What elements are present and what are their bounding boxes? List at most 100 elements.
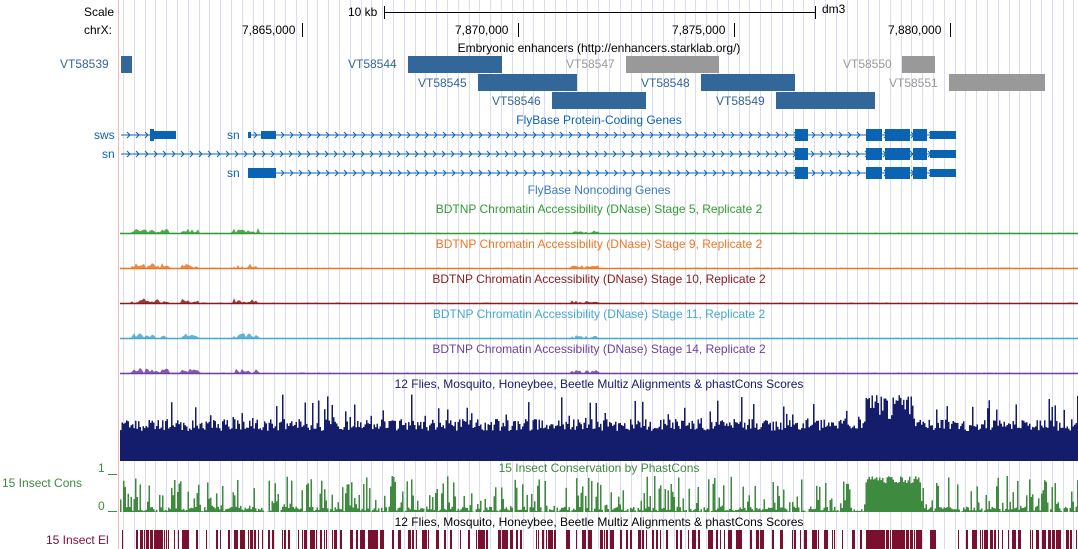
enhancer-label[interactable]: VT58550 xyxy=(843,57,892,71)
strand-arrow xyxy=(783,150,788,158)
exon-block xyxy=(150,129,154,141)
dnase-signal[interactable] xyxy=(120,214,1078,235)
phastcons-bar xyxy=(547,511,549,512)
element-bar xyxy=(326,530,327,549)
dnase-signal[interactable] xyxy=(120,319,1078,340)
gene-models[interactable] xyxy=(0,0,1078,200)
phastcons-bar xyxy=(750,507,752,512)
enhancer-feature[interactable] xyxy=(478,74,577,91)
phastcons-bar xyxy=(924,508,926,512)
enhancer-feature[interactable] xyxy=(408,56,502,73)
grid-line xyxy=(965,0,966,549)
phastcons-bar xyxy=(462,507,464,512)
element-bar xyxy=(980,530,981,549)
phastcons-bar xyxy=(292,507,294,512)
phastcons-bar xyxy=(957,484,959,512)
enhancer-feature[interactable] xyxy=(776,92,875,109)
phastcons-bar xyxy=(549,509,551,512)
multiz-bar xyxy=(732,427,734,461)
multiz-bar xyxy=(810,425,812,461)
enhancer-feature[interactable] xyxy=(701,74,795,91)
enhancer-label[interactable]: VT58544 xyxy=(348,57,397,71)
phastcons-bar xyxy=(453,482,455,512)
phastcons-bar xyxy=(154,511,156,512)
enhancer-feature[interactable] xyxy=(121,56,132,73)
grid-line xyxy=(490,0,491,549)
gene-label-sn[interactable]: sn xyxy=(227,166,240,180)
phastcons-bar xyxy=(997,477,999,512)
enhancer-feature[interactable] xyxy=(552,92,646,109)
element-bar xyxy=(626,530,628,549)
phastcons-bar xyxy=(880,480,882,512)
gene-label-sn[interactable]: sn xyxy=(102,147,115,161)
enhancer-label[interactable]: VT58549 xyxy=(716,94,765,108)
phastcons-bar xyxy=(1045,481,1047,512)
element-bar xyxy=(1070,530,1072,549)
strand-arrow xyxy=(126,131,131,139)
strand-arrow xyxy=(856,169,861,177)
element-bar xyxy=(984,530,986,549)
multiz-bar xyxy=(999,420,1001,461)
phastcons-bar xyxy=(411,479,413,512)
phastcons-bar xyxy=(132,510,134,512)
phastcons-side-label[interactable]: 15 Insect Cons xyxy=(2,476,83,490)
multiz-bar xyxy=(601,430,603,461)
phastcons-bar xyxy=(345,493,347,512)
multiz-bar xyxy=(912,405,914,461)
element-bar xyxy=(1058,530,1061,549)
enhancer-feature[interactable] xyxy=(949,74,1045,91)
enhancer-label[interactable]: VT58548 xyxy=(641,76,690,90)
enhancer-label[interactable]: VT58545 xyxy=(418,76,467,90)
strand-arrow xyxy=(558,150,563,158)
phastcons-bar xyxy=(492,510,494,512)
multiz-bar xyxy=(411,394,413,461)
phastcons-elements[interactable] xyxy=(120,530,1078,549)
phastcons-bar xyxy=(355,504,357,512)
phastcons-bar xyxy=(241,509,243,512)
multiz-bar xyxy=(664,423,666,461)
multiz-signal[interactable] xyxy=(120,393,1078,461)
gene-label-sn[interactable]: sn xyxy=(227,128,240,142)
strand-arrow xyxy=(631,131,636,139)
enhancer-label[interactable]: VT58539 xyxy=(60,57,109,71)
phastcons-bar xyxy=(235,506,237,512)
elements-side-label[interactable]: 15 Insect El xyxy=(46,533,109,547)
phastcons-bar xyxy=(967,507,969,512)
phastcons-bar xyxy=(1023,507,1025,512)
phastcons-bar xyxy=(384,495,386,512)
phastcons-bar xyxy=(829,500,831,512)
grid-line xyxy=(415,0,416,549)
multiz-bar xyxy=(907,396,909,461)
strand-arrow xyxy=(856,131,861,139)
multiz-bar xyxy=(993,420,995,461)
phastcons-bar xyxy=(651,510,653,512)
enhancer-label[interactable]: VT58546 xyxy=(492,94,541,108)
phastcons-bar xyxy=(162,495,164,512)
enhancer-feature[interactable] xyxy=(626,56,719,73)
dnase-signal[interactable] xyxy=(120,284,1078,305)
multiz-bar xyxy=(904,409,906,461)
element-bar xyxy=(160,530,163,549)
enhancer-label[interactable]: VT58547 xyxy=(566,57,615,71)
enhancer-feature[interactable] xyxy=(902,56,935,73)
multiz-bar xyxy=(487,424,489,461)
grid-line xyxy=(793,0,794,549)
multiz-bar xyxy=(531,429,533,461)
multiz-bar xyxy=(253,428,255,461)
phastcons-bar xyxy=(676,506,678,512)
dnase-signal[interactable] xyxy=(120,354,1078,375)
dnase-signal[interactable] xyxy=(120,249,1078,270)
phastcons-bar xyxy=(703,507,705,512)
element-bar xyxy=(154,530,157,549)
element-bar xyxy=(184,530,186,549)
phastcons-signal[interactable] xyxy=(120,474,1078,512)
multiz-bar xyxy=(136,428,138,461)
phastcons-bar xyxy=(1071,491,1073,512)
phastcons-bar xyxy=(828,510,830,512)
phastcons-bar xyxy=(273,503,275,512)
enhancer-label[interactable]: VT58551 xyxy=(889,76,938,90)
multiz-bar xyxy=(454,421,456,461)
gene-label-sws[interactable]: sws xyxy=(94,128,115,142)
multiz-bar xyxy=(426,427,428,461)
